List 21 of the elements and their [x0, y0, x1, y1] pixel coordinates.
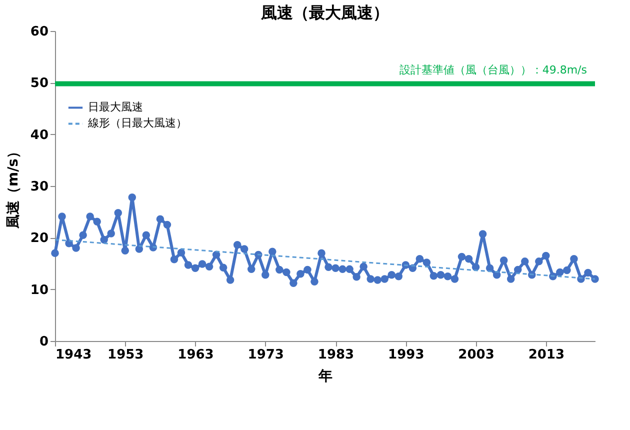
- chart-title: 風速（最大風速）: [260, 3, 389, 22]
- x-tick-label: 2013: [528, 348, 565, 362]
- x-tick-label: 1943: [56, 348, 92, 362]
- y-axis-title: 風速（m/s）: [5, 144, 22, 230]
- x-axis-title: 年: [318, 368, 332, 384]
- x-tick-label: 1963: [178, 348, 214, 362]
- y-tick-label: 40: [30, 128, 48, 143]
- y-tick-label: 10: [30, 282, 48, 298]
- legend-label: 日最大風速: [88, 100, 143, 114]
- x-tick-label: 2003: [458, 348, 494, 362]
- x-tick-label: 1993: [388, 348, 424, 362]
- x-tick-label: 1953: [108, 348, 144, 362]
- y-tick-label: 50: [30, 76, 48, 92]
- y-tick-label: 60: [30, 24, 48, 40]
- y-tick-label: 30: [30, 180, 48, 194]
- ref-line-label: 設計基準値（風（台風））：49.8m/s: [399, 64, 588, 77]
- y-tick-label: 20: [30, 231, 48, 246]
- x-tick-label: 1973: [248, 348, 284, 362]
- y-tick-label: 0: [39, 334, 48, 350]
- legend-label: 線形（日最大風速）: [87, 116, 187, 130]
- x-tick-label: 1983: [318, 348, 354, 362]
